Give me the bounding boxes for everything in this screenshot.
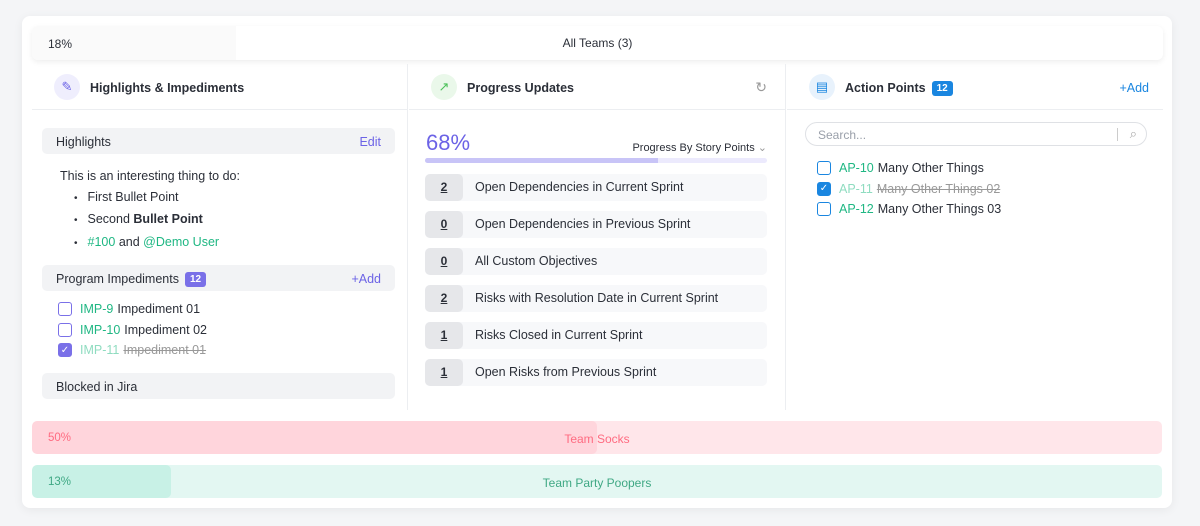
metric-count-link[interactable]: 2 [425, 285, 463, 312]
team-progress-fill [32, 465, 171, 498]
impediment-text: Impediment 02 [124, 322, 207, 337]
metric-count-link[interactable]: 1 [425, 359, 463, 386]
action-point-item: ✓ AP-11 Many Other Things 02 [817, 179, 1163, 200]
impediment-item: IMP-10 Impediment 02 [58, 320, 407, 341]
impediments-label: Program Impediments [56, 272, 179, 286]
metric-label: All Custom Objectives [475, 254, 598, 268]
checkbox-checked[interactable]: ✓ [817, 181, 831, 196]
search-divider [1117, 128, 1118, 141]
progress-mode-value: Progress By Story Points [632, 142, 755, 154]
action-point-text: Many Other Things 03 [877, 202, 1002, 217]
highlights-section-header: Highlights Edit [42, 128, 395, 154]
action-point-key[interactable]: AP-12 [839, 202, 874, 217]
blocked-label: Blocked in Jira [56, 379, 138, 394]
impediment-key[interactable]: IMP-9 [80, 302, 114, 317]
progress-updates-panel: ↗ Progress Updates ↻ 68% Progress By Sto… [409, 64, 786, 410]
impediment-item: ✓ IMP-11 Impediment 01 [58, 340, 407, 361]
metric-label: Risks with Resolution Date in Current Sp… [475, 291, 719, 305]
add-impediment-button[interactable]: +Add [351, 272, 381, 286]
panel-title: Progress Updates [467, 81, 574, 95]
add-action-point-button[interactable]: +Add [1119, 81, 1149, 95]
search-input[interactable] [818, 128, 1098, 142]
highlights-label: Highlights [56, 135, 111, 149]
progress-percent: 68% [426, 130, 471, 155]
progress-metric-row: 0 All Custom Objectives [425, 248, 767, 275]
metric-label: Open Dependencies in Previous Sprint [475, 217, 691, 231]
impediments-section-header: Program Impediments 12 +Add [42, 265, 395, 291]
all-teams-percent: 18% [48, 37, 73, 51]
team-name: Team Socks [564, 432, 630, 446]
highlights-content: This is an interesting thing to do: Firs… [32, 154, 407, 254]
user-mention[interactable]: @Demo User [143, 234, 220, 249]
checkbox[interactable] [58, 322, 72, 337]
panel-title: Highlights & Impediments [90, 81, 245, 95]
progress-metric-row: 1 Risks Closed in Current Sprint [425, 322, 767, 349]
checkbox[interactable] [817, 161, 831, 176]
checkbox[interactable] [817, 202, 831, 217]
highlights-intro: This is an interesting thing to do: [60, 169, 240, 183]
progress-bar [425, 158, 767, 163]
metric-label: Open Dependencies in Current Sprint [475, 180, 684, 194]
impediment-key[interactable]: IMP-11 [80, 343, 120, 358]
team-percent: 50% [48, 432, 72, 444]
impediment-text: Impediment 01 [123, 343, 207, 358]
issue-link[interactable]: #100 [87, 234, 116, 249]
team-name: Team Party Poopers [542, 476, 652, 490]
impediment-item: IMP-9 Impediment 01 [58, 299, 407, 320]
progress-metric-row: 1 Open Risks from Previous Sprint [425, 359, 767, 386]
progress-metric-row: 2 Risks with Resolution Date in Current S… [425, 285, 767, 312]
progress-metric-row: 2 Open Dependencies in Current Sprint [425, 174, 767, 201]
metric-count-link[interactable]: 2 [425, 174, 463, 201]
action-points-list: AP-10 Many Other Things ✓ AP-11 Many Other … [787, 146, 1163, 220]
action-point-item: AP-12 Many Other Things 03 [817, 199, 1163, 220]
action-points-count-badge: 12 [931, 81, 953, 96]
pen-icon: ✎ [54, 74, 80, 100]
checkbox-checked[interactable]: ✓ [58, 343, 72, 358]
bullet-item: First Bullet Point [74, 187, 407, 210]
team-bar-socks[interactable]: 50% Team Socks [32, 421, 1162, 454]
progress-metric-row: 0 Open Dependencies in Previous Sprint [425, 211, 767, 238]
impediments-count-badge: 12 [184, 272, 207, 287]
trend-icon: ↗ [431, 74, 457, 100]
team-percent: 13% [48, 476, 72, 488]
notepad-icon: ▤ [809, 74, 835, 100]
refresh-icon[interactable]: ↻ [755, 79, 767, 95]
metric-label: Open Risks from Previous Sprint [475, 365, 657, 379]
action-point-item: AP-10 Many Other Things [817, 158, 1163, 179]
team-progress-fill [32, 421, 597, 454]
action-point-text: Many Other Things [877, 161, 984, 176]
metric-count-link[interactable]: 0 [425, 248, 463, 275]
team-bar-party-poopers[interactable]: 13% Team Party Poopers [32, 465, 1162, 498]
edit-highlights-button[interactable]: Edit [359, 135, 381, 149]
highlights-impediments-panel: ✎ Highlights & Impediments Highlights Ed… [32, 64, 408, 410]
bullet-text: Second [87, 212, 130, 226]
chevron-down-icon: ⌄ [757, 142, 767, 154]
all-teams-bar[interactable]: 18% All Teams (3) [32, 26, 1163, 60]
panel-title: Action Points [845, 81, 926, 95]
impediments-list: IMP-9 Impediment 01 IMP-10 Impediment 02 ✓… [32, 291, 407, 361]
bullet-item: Second Bullet Point [74, 209, 407, 232]
progress-mode-dropdown[interactable]: Progress By Story Points ⌄ [632, 141, 767, 154]
bullet-item: #100 and @Demo User [74, 232, 407, 255]
bullet-text: First Bullet Point [87, 189, 179, 204]
search-box: ⌕ [805, 122, 1147, 146]
progress-bar-fill [425, 158, 658, 163]
search-icon[interactable]: ⌕ [1129, 126, 1137, 141]
action-point-key[interactable]: AP-11 [839, 181, 873, 196]
blocked-in-jira-section[interactable]: Blocked in Jira [42, 372, 395, 399]
bullet-text: and [118, 234, 140, 249]
action-point-text: Many Other Things 02 [876, 181, 1001, 196]
all-teams-title: All Teams (3) [562, 36, 633, 50]
action-point-key[interactable]: AP-10 [839, 161, 874, 176]
checkbox[interactable] [58, 302, 72, 317]
impediment-text: Impediment 01 [117, 302, 201, 317]
bullet-bold-text: Bullet Point [133, 212, 203, 226]
metric-count-link[interactable]: 1 [425, 322, 463, 349]
all-teams-progress-fill [32, 26, 236, 60]
teams-card: 18% All Teams (3) ✎ Highlights & Impedim… [22, 16, 1172, 508]
metric-count-link[interactable]: 0 [425, 211, 463, 238]
metric-label: Risks Closed in Current Sprint [475, 328, 643, 342]
impediment-key[interactable]: IMP-10 [80, 322, 121, 337]
